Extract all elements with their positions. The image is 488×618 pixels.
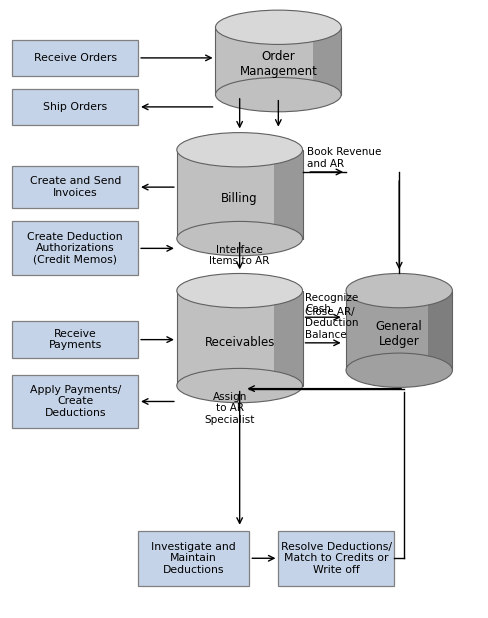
Text: Recognize
Cash: Recognize Cash — [305, 292, 357, 314]
Polygon shape — [215, 27, 341, 95]
Text: Resolve Deductions/
Match to Credits or
Write off: Resolve Deductions/ Match to Credits or … — [280, 541, 391, 575]
FancyBboxPatch shape — [12, 321, 138, 358]
FancyBboxPatch shape — [12, 166, 138, 208]
Text: General
Ledger: General Ledger — [375, 320, 422, 349]
Text: Order
Management: Order Management — [239, 50, 317, 78]
Polygon shape — [274, 290, 302, 386]
FancyBboxPatch shape — [138, 531, 249, 586]
Text: Billing: Billing — [221, 192, 258, 205]
Text: Interface
Items to AR: Interface Items to AR — [209, 245, 269, 266]
FancyBboxPatch shape — [278, 531, 393, 586]
Ellipse shape — [177, 133, 302, 167]
Text: Investigate and
Maintain
Deductions: Investigate and Maintain Deductions — [151, 541, 236, 575]
Polygon shape — [274, 150, 302, 239]
Ellipse shape — [177, 368, 302, 403]
Ellipse shape — [177, 221, 302, 256]
Ellipse shape — [177, 274, 302, 308]
Text: Receivables: Receivables — [204, 336, 274, 349]
FancyBboxPatch shape — [12, 88, 138, 125]
Polygon shape — [427, 290, 451, 370]
Polygon shape — [177, 150, 302, 239]
Polygon shape — [177, 290, 302, 386]
Ellipse shape — [346, 274, 451, 308]
Ellipse shape — [215, 10, 341, 44]
Text: Assign
to AR
Specialist: Assign to AR Specialist — [204, 392, 255, 425]
Text: Close AR/
Deduction
Balance: Close AR/ Deduction Balance — [305, 307, 358, 340]
Text: Create Deduction
Authorizations
(Credit Memos): Create Deduction Authorizations (Credit … — [27, 232, 123, 265]
Text: Book Revenue
and AR: Book Revenue and AR — [307, 147, 381, 169]
Text: Receive Orders: Receive Orders — [34, 53, 117, 63]
FancyBboxPatch shape — [12, 375, 138, 428]
Polygon shape — [312, 27, 341, 95]
Text: Ship Orders: Ship Orders — [43, 102, 107, 112]
Text: Apply Payments/
Create
Deductions: Apply Payments/ Create Deductions — [30, 385, 121, 418]
Text: Create and Send
Invoices: Create and Send Invoices — [30, 176, 121, 198]
FancyBboxPatch shape — [12, 221, 138, 275]
Polygon shape — [346, 290, 451, 370]
Ellipse shape — [346, 353, 451, 387]
Ellipse shape — [215, 77, 341, 112]
Text: Receive
Payments: Receive Payments — [49, 329, 102, 350]
FancyBboxPatch shape — [12, 40, 138, 76]
